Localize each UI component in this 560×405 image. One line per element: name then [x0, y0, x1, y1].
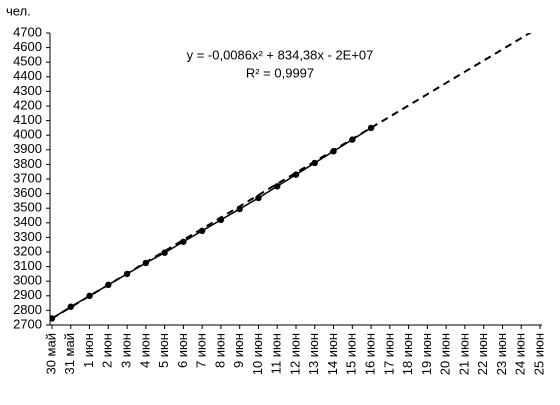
y-tick-label: 3400 [13, 214, 42, 229]
y-tick-label: 4600 [13, 39, 42, 54]
x-tick-label: 16 июн [363, 333, 378, 375]
y-tick-label: 2700 [13, 316, 42, 331]
x-tick-label: 4 июн [137, 333, 152, 368]
equation: y = -0,0086x² + 834,38x - 2E+07 [187, 47, 374, 62]
x-tick-label: 11 июн [269, 333, 284, 374]
y-tick-label: 3900 [13, 141, 42, 156]
x-tick-label: 1 июн [81, 333, 96, 368]
x-tick-label: 5 июн [156, 333, 171, 368]
y-tick-label: 3800 [13, 156, 42, 171]
y-tick-label: 4100 [13, 112, 42, 127]
x-tick-label: 21 июн [456, 333, 471, 375]
r-squared: R² = 0,9997 [246, 65, 314, 80]
y-tick-label: 3300 [13, 229, 42, 244]
x-tick-label: 17 июн [381, 333, 396, 375]
data-point [180, 238, 187, 245]
x-tick-label: 20 июн [438, 333, 453, 375]
x-tick-label: 15 июн [344, 333, 359, 375]
x-tick-label: 14 июн [325, 333, 340, 375]
y-tick-label: 3200 [13, 243, 42, 258]
y-tick-label: 3600 [13, 185, 42, 200]
data-point [274, 183, 281, 190]
x-tick-label: 9 июн [231, 333, 246, 368]
y-tick-label: 3100 [13, 258, 42, 273]
plot-area [50, 33, 532, 322]
y-tick-label: 3700 [13, 170, 42, 185]
x-tick-label: 2 июн [100, 333, 115, 368]
x-tick-label: 18 июн [400, 333, 415, 375]
y-tick-label: 4500 [13, 54, 42, 69]
y-tick-label: 3500 [13, 200, 42, 215]
x-tick-label: 30 май [43, 333, 58, 375]
x-tick-label: 7 июн [194, 333, 209, 368]
y-tick-label: 2800 [13, 302, 42, 317]
x-tick-label: 8 июн [212, 333, 227, 368]
x-tick-label: 22 июн [475, 333, 490, 375]
y-tick-label: 4700 [13, 24, 42, 39]
y-tick-label: 4300 [13, 83, 42, 98]
x-tick-label: 3 июн [119, 333, 134, 368]
y-tick-label: 4000 [13, 127, 42, 142]
x-tick-label: 23 июн [494, 333, 509, 375]
x-tick-label: 19 июн [419, 333, 434, 375]
x-tick-label: 6 июн [175, 333, 190, 368]
x-tick-label: 24 июн [513, 333, 528, 375]
y-tick-label: 2900 [13, 287, 42, 302]
series-line [51, 33, 532, 320]
y-tick-label: 4400 [13, 68, 42, 83]
y-axis-label: чел. [6, 3, 31, 18]
x-tick-label: 10 июн [250, 333, 265, 375]
data-point [255, 194, 262, 202]
x-tick-label: 13 июн [306, 333, 321, 375]
y-tick-label: 3000 [13, 273, 42, 288]
x-tick-label: 12 июн [287, 333, 302, 375]
x-tick-label: 31 май [62, 333, 77, 375]
y-tick-label: 4200 [13, 97, 42, 112]
x-tick-label: 25 июн [531, 333, 546, 375]
